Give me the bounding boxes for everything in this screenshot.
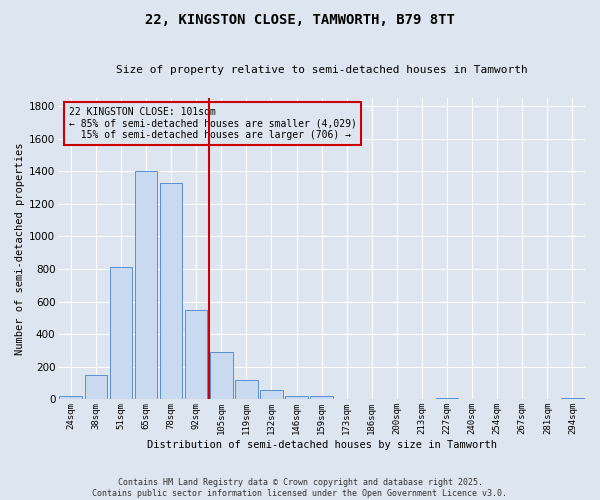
Text: 22 KINGSTON CLOSE: 101sqm
← 85% of semi-detached houses are smaller (4,029)
  15: 22 KINGSTON CLOSE: 101sqm ← 85% of semi-… <box>69 107 356 140</box>
Bar <box>285 396 308 400</box>
Title: Size of property relative to semi-detached houses in Tamworth: Size of property relative to semi-detach… <box>116 65 527 75</box>
Bar <box>260 390 283 400</box>
Bar <box>561 398 584 400</box>
Bar <box>235 380 257 400</box>
Bar <box>210 352 233 400</box>
Bar <box>436 398 458 400</box>
Bar <box>85 375 107 400</box>
Bar <box>135 172 157 400</box>
Text: 22, KINGSTON CLOSE, TAMWORTH, B79 8TT: 22, KINGSTON CLOSE, TAMWORTH, B79 8TT <box>145 12 455 26</box>
Bar <box>160 182 182 400</box>
X-axis label: Distribution of semi-detached houses by size in Tamworth: Distribution of semi-detached houses by … <box>146 440 497 450</box>
Text: Contains HM Land Registry data © Crown copyright and database right 2025.
Contai: Contains HM Land Registry data © Crown c… <box>92 478 508 498</box>
Bar <box>310 396 333 400</box>
Bar <box>110 268 132 400</box>
Bar <box>185 310 208 400</box>
Bar <box>59 396 82 400</box>
Y-axis label: Number of semi-detached properties: Number of semi-detached properties <box>15 142 25 355</box>
